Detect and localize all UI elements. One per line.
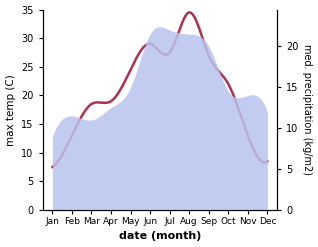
Y-axis label: med. precipitation (kg/m2): med. precipitation (kg/m2) — [302, 44, 313, 175]
X-axis label: date (month): date (month) — [119, 231, 201, 242]
Y-axis label: max temp (C): max temp (C) — [5, 74, 16, 146]
